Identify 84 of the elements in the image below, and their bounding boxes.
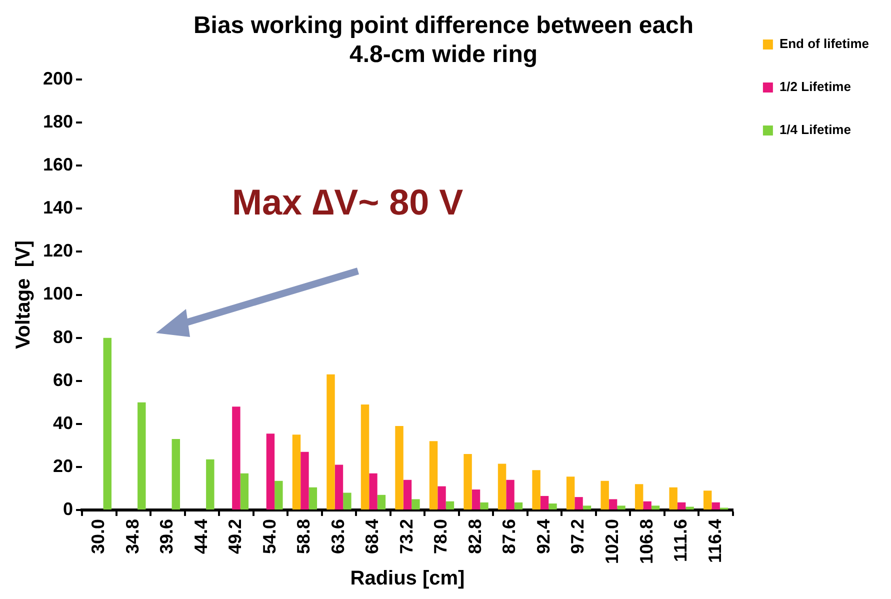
- x-tick-label: 97.2: [568, 518, 588, 554]
- bar: [540, 496, 549, 510]
- bar: [369, 473, 378, 510]
- y-tick-label: 140: [42, 198, 74, 218]
- x-tick-label: 116.4: [704, 518, 725, 564]
- bar: [206, 459, 214, 510]
- legend-label: 1/2 Lifetime: [779, 79, 851, 94]
- bar: [498, 464, 506, 510]
- x-tick-label: 87.6: [499, 518, 520, 554]
- x-tick-label: 58.8: [294, 518, 314, 554]
- x-tick-label: 34.8: [122, 518, 142, 554]
- x-tick-label: 92.4: [533, 518, 554, 554]
- y-tick-label: 200: [42, 68, 74, 89]
- bar: [677, 502, 686, 510]
- bar: [506, 480, 514, 510]
- bar: [472, 490, 480, 510]
- x-tick-label: 82.8: [464, 518, 485, 554]
- bar: [548, 504, 557, 510]
- bar: [574, 497, 583, 510]
- bar: [403, 480, 412, 510]
- x-tick-label: 49.2: [225, 518, 246, 554]
- y-tick-label: 120: [42, 240, 74, 261]
- x-tick-label: 68.4: [362, 518, 382, 554]
- x-tick-label: 102.0: [602, 518, 622, 564]
- bar: [446, 501, 454, 510]
- bar: [343, 492, 352, 510]
- bar: [643, 501, 652, 510]
- text: Bias working point difference between each: [193, 12, 694, 40]
- bar: [686, 506, 694, 510]
- legend-label: 1/4 Lifetime: [779, 122, 851, 138]
- bar: [712, 502, 720, 510]
- bar: [103, 338, 112, 510]
- bar: [308, 487, 318, 510]
- bar: [300, 452, 309, 510]
- x-tick-label: 39.6: [156, 518, 177, 554]
- bar: [172, 438, 180, 510]
- bar: [240, 473, 249, 510]
- y-tick-label: 180: [42, 112, 74, 132]
- bar: [429, 441, 438, 510]
- bar: [703, 490, 712, 510]
- bar: [292, 434, 301, 510]
- bar: [480, 502, 488, 510]
- bar: [438, 486, 446, 510]
- bar: [532, 470, 540, 510]
- bar: [334, 464, 344, 510]
- bar: [651, 506, 660, 510]
- bar: [266, 434, 275, 510]
- y-tick-label: 20: [53, 456, 74, 476]
- x-tick-label: 78.0: [430, 518, 451, 554]
- annotation: Max ∆V~ 80 V: [232, 182, 464, 223]
- bar: [600, 480, 609, 510]
- x-tick-label: 44.4: [190, 518, 211, 554]
- legend-label: End of lifetime: [779, 36, 870, 52]
- bar: [617, 506, 626, 510]
- bar: [274, 480, 283, 510]
- bar: [582, 506, 592, 510]
- x-tick-label: 30.0: [88, 518, 108, 554]
- x-tick-label: 54.0: [259, 518, 280, 554]
- bar: [138, 402, 146, 510]
- x-tick-label: 106.8: [636, 518, 656, 564]
- y-tick-label: 80: [53, 326, 74, 347]
- text: 4.8-cm wide ring: [349, 40, 538, 68]
- x-tick-label: 73.2: [396, 518, 416, 554]
- bar: [395, 426, 404, 510]
- y-tick-label: 100: [42, 284, 74, 304]
- bar: [669, 487, 678, 510]
- y-tick-label: 60: [53, 370, 74, 390]
- bar: [608, 499, 618, 510]
- x-tick-label: 63.6: [328, 518, 348, 554]
- y-axis-title: Voltage [V]: [12, 240, 35, 350]
- bar: [412, 499, 420, 510]
- x-tick-label: 111.6: [670, 518, 691, 562]
- bar: [566, 476, 575, 510]
- x-axis-title: Radius [cm]: [350, 568, 465, 590]
- bar: [232, 406, 240, 510]
- bar: [326, 374, 335, 510]
- y-tick-label: 160: [42, 154, 74, 175]
- bar: [514, 502, 523, 510]
- y-tick-label: 40: [53, 412, 74, 433]
- bar: [377, 494, 386, 510]
- bar: [464, 454, 472, 510]
- bar: [634, 484, 644, 510]
- y-tick-label: 0: [63, 498, 74, 519]
- bar: [360, 404, 370, 510]
